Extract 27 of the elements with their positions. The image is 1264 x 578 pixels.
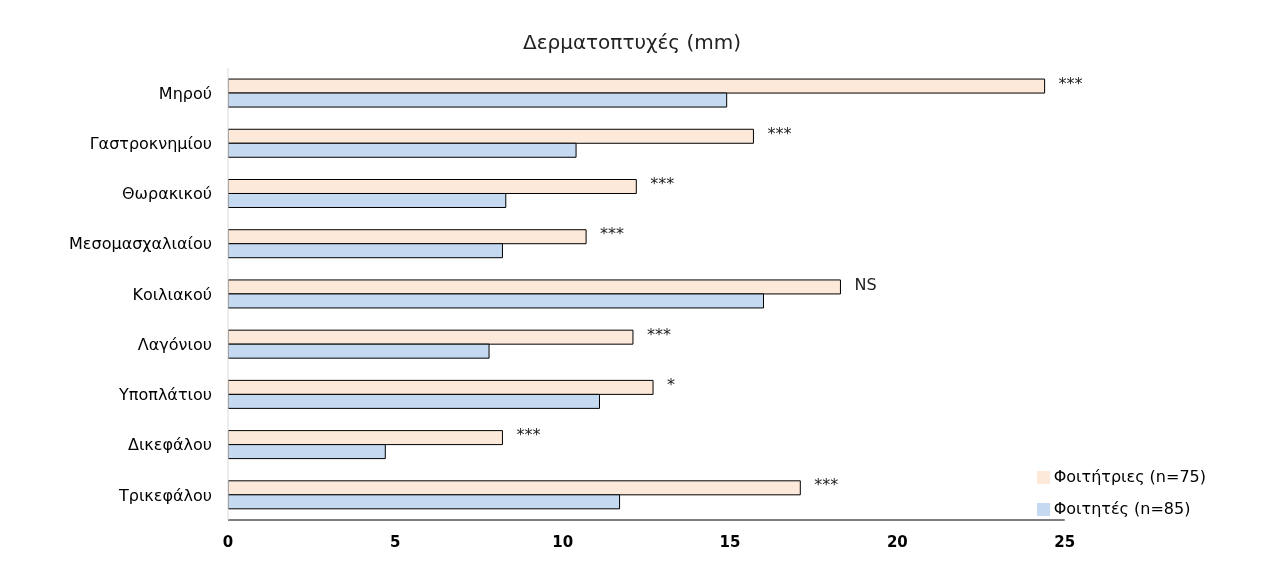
x-tick-label: 20 — [886, 532, 908, 551]
x-tick-label: 10 — [552, 532, 574, 551]
annotation: *** — [650, 174, 675, 194]
annotation: *** — [516, 425, 541, 445]
y-tick-label: Λαγόνιου — [137, 334, 212, 354]
x-tick-label: 5 — [390, 532, 401, 551]
legend-label: Φοιτητές (n=85) — [1053, 499, 1191, 518]
annotation: *** — [767, 123, 792, 143]
y-tick-label: Υποπλάτιου — [118, 385, 212, 405]
y-tick-label: Γαστροκνημίου — [89, 134, 212, 154]
annotation: *** — [600, 224, 625, 244]
y-tick-label: Δικεφάλου — [127, 435, 212, 455]
annotation: NS — [854, 274, 877, 294]
annotation: *** — [646, 324, 671, 344]
legend-label: Φοιτήτριες (n=75) — [1053, 467, 1206, 486]
x-tick-label: 25 — [1054, 532, 1076, 551]
y-tick-label: Κοιλιακού — [132, 284, 212, 304]
x-tick-label: 0 — [222, 532, 234, 551]
y-tick-label: Μηρού — [158, 83, 212, 103]
annotation: *** — [814, 475, 839, 495]
y-tick-label: Τρικεφάλου — [117, 485, 212, 505]
chart-title: Δερματοπτυχές (mm) — [521, 30, 743, 54]
annotation: * — [667, 374, 676, 394]
annotation: *** — [1058, 73, 1083, 93]
y-tick-label: Θωρακικού — [121, 184, 212, 204]
y-tick-label: Μεσομασχαλιαίου — [69, 234, 212, 254]
x-tick-label: 15 — [719, 532, 741, 551]
